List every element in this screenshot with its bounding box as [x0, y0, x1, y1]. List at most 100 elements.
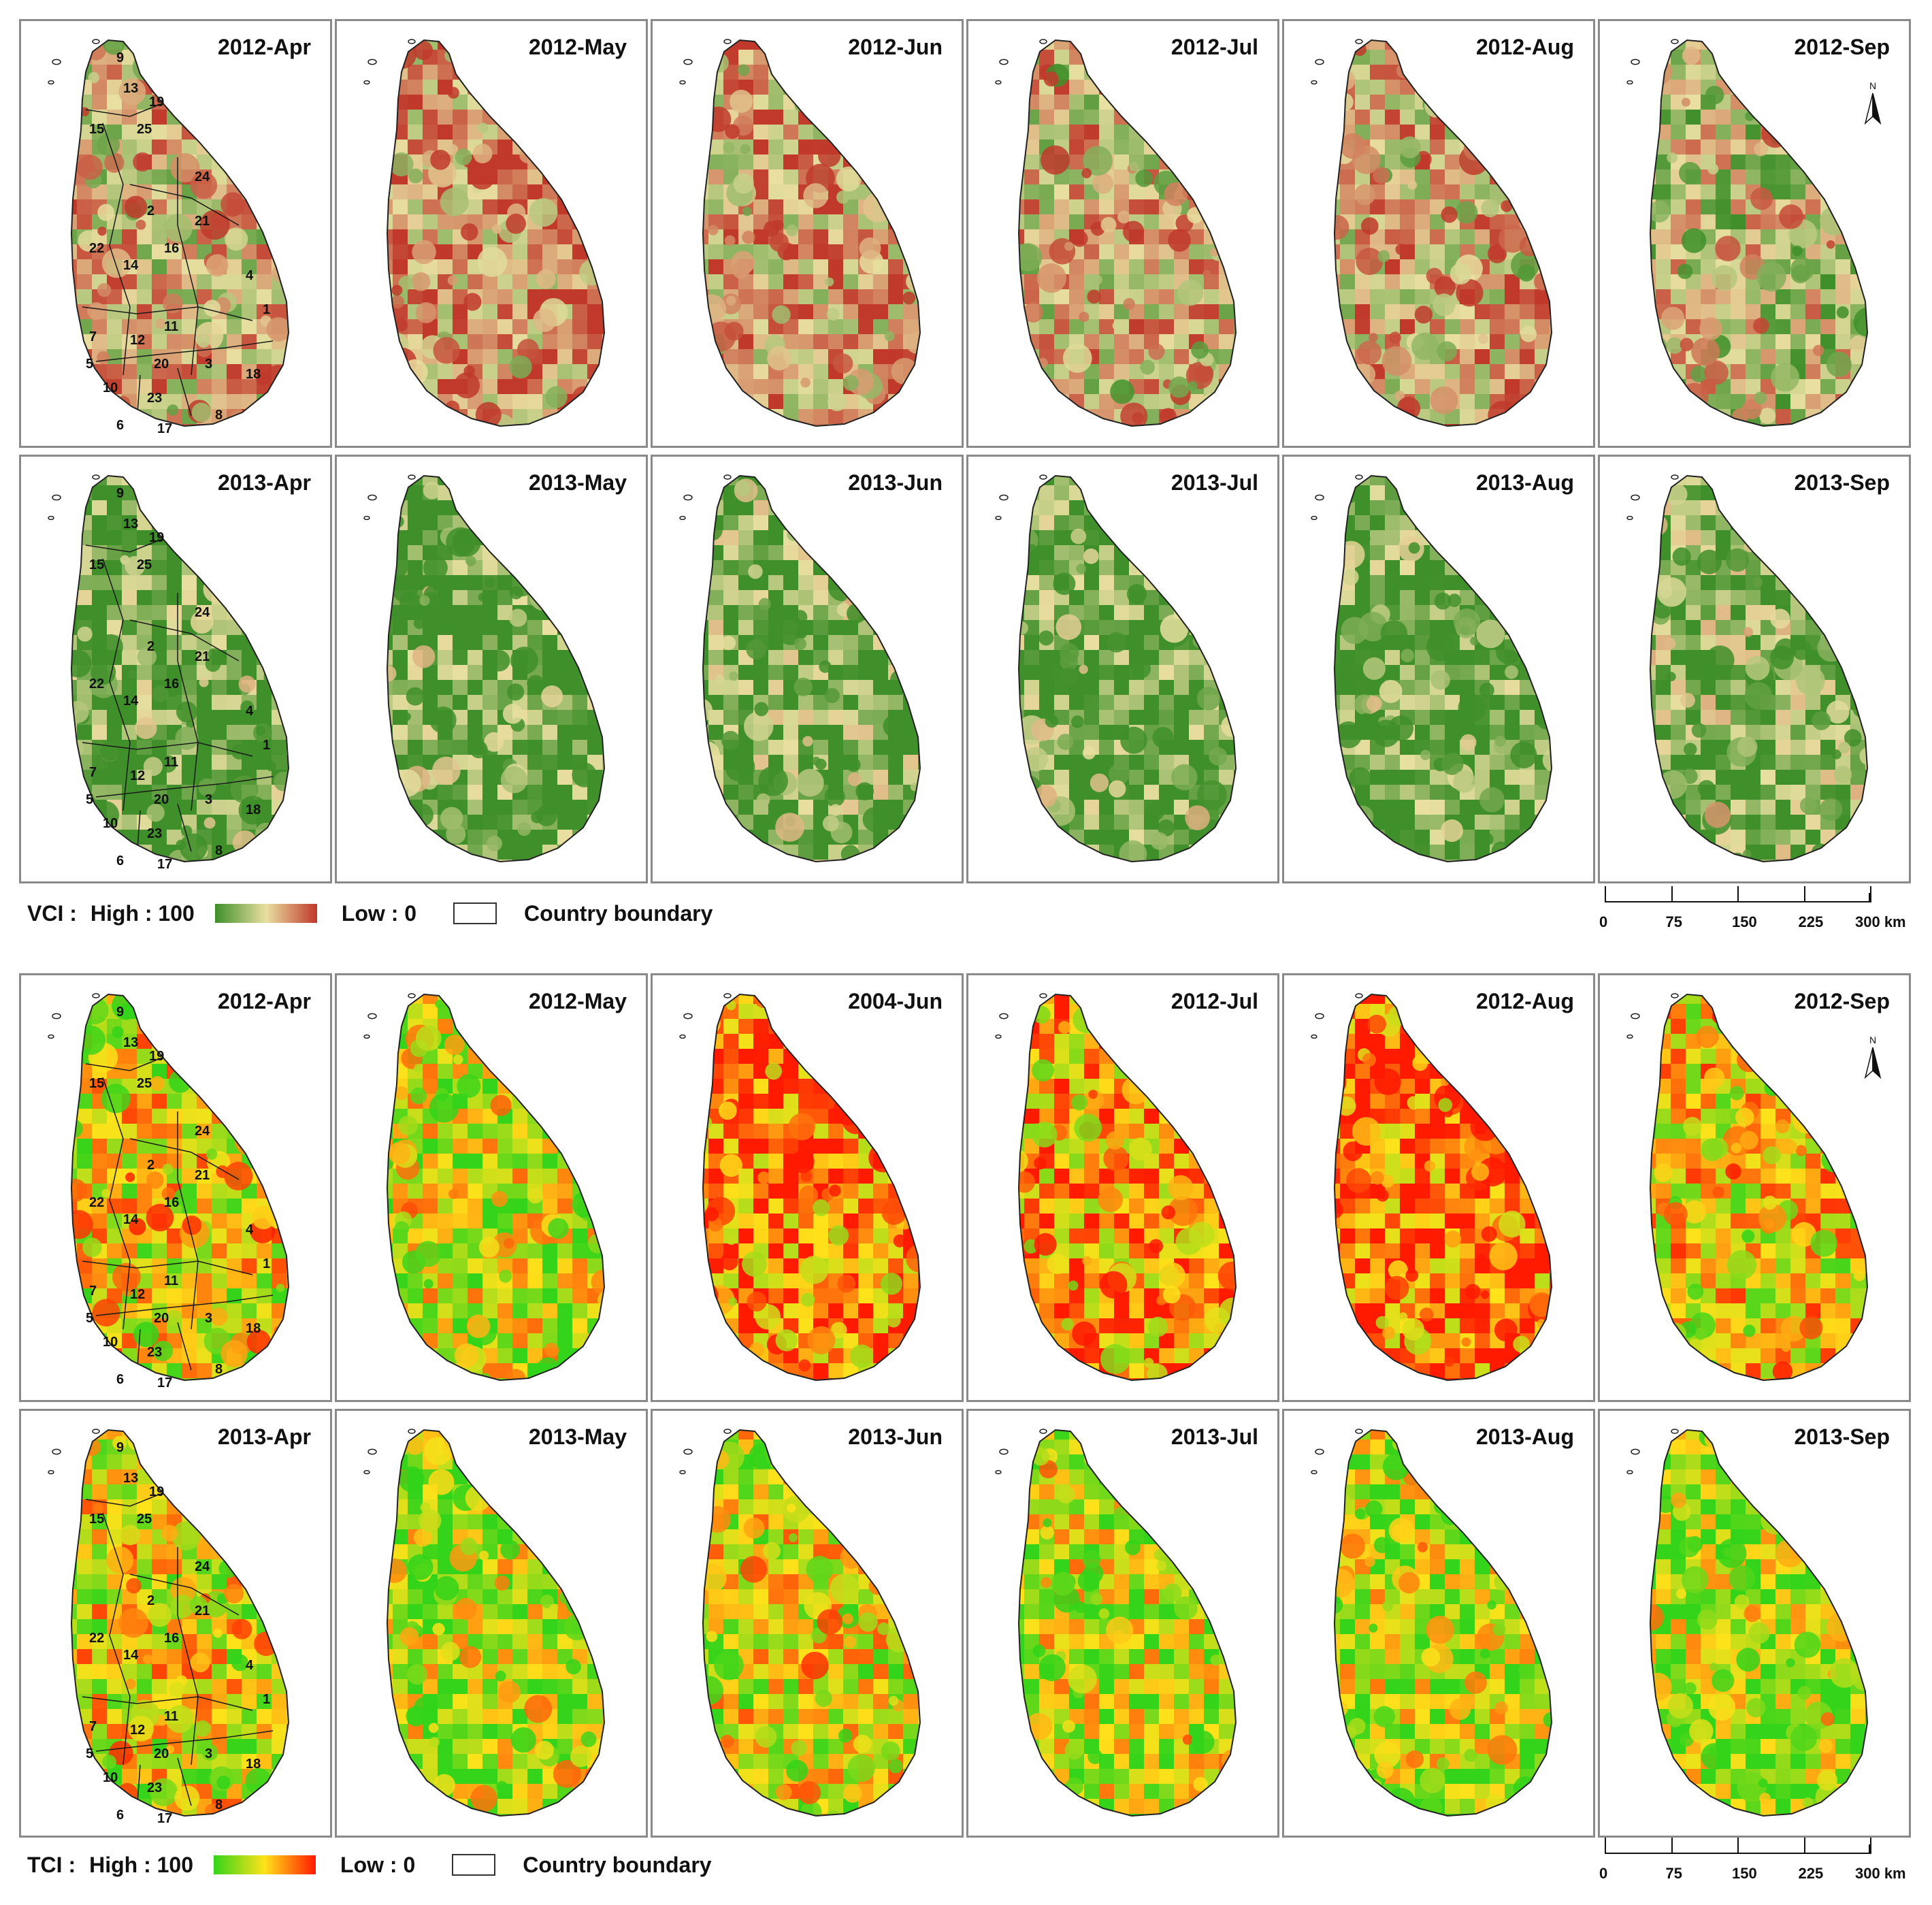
islet: [408, 39, 416, 44]
legend-high-label: High : 100: [90, 900, 195, 926]
district-label: 21: [195, 1603, 210, 1618]
legend-index-label: VCI :: [27, 900, 77, 926]
district-label: 11: [164, 755, 178, 770]
district-label: 14: [123, 258, 139, 273]
panel-date-label: 2013-Aug: [1475, 1424, 1574, 1449]
islet: [367, 1013, 377, 1020]
islet: [1039, 993, 1047, 998]
district-boundary: [82, 742, 253, 757]
district-boundary: [177, 593, 199, 811]
islet: [1315, 494, 1324, 501]
index-raster: [703, 994, 920, 1380]
islet: [363, 80, 370, 85]
district-label: 19: [149, 1484, 164, 1499]
north-arrow-icon: N: [1864, 1035, 1882, 1079]
district-label: 25: [137, 1076, 152, 1091]
islet: [995, 515, 1002, 521]
islet: [1039, 1429, 1047, 1434]
islet: [408, 474, 416, 480]
island-map: [995, 39, 1237, 427]
district-boundary: [102, 123, 131, 376]
district-label: 14: [123, 1648, 139, 1663]
panel-date-label: 2013-May: [528, 470, 627, 495]
district-label: 14: [123, 694, 139, 709]
district-label: 13: [123, 1035, 138, 1050]
district-label: 5: [86, 357, 93, 372]
index-raster: [71, 1430, 289, 1816]
index-raster: [1650, 994, 1867, 1380]
country-boundary: [70, 993, 290, 1382]
island-map: [679, 1429, 921, 1817]
panel-date-label: 2013-Apr: [218, 470, 311, 495]
panel-date-label: 2013-Jul: [1170, 1424, 1258, 1449]
scale-tick-label: 300 km: [1855, 913, 1906, 930]
scale-tick: [1671, 1838, 1673, 1854]
legend-boundary-label: Country boundary: [523, 1852, 712, 1877]
scale-tick-label: 0: [1599, 913, 1608, 930]
islet: [999, 1448, 1009, 1455]
panel-date-label: 2012-Apr: [218, 35, 311, 59]
island-map: [1626, 39, 1869, 427]
district-boundary: [85, 1492, 165, 1507]
country-boundary: [70, 39, 290, 427]
district-label: 1: [263, 1256, 270, 1271]
district-label: 20: [154, 792, 169, 807]
scale-tick: [1803, 886, 1805, 902]
vci-panel-2013-aug: 2013-Aug: [1282, 455, 1595, 883]
country-boundary: [1649, 39, 1869, 427]
district-boundary: [82, 1696, 253, 1711]
district-boundary: [177, 803, 192, 852]
district-label: 10: [103, 380, 118, 395]
panel-date-label: 2012-Jun: [848, 35, 943, 59]
district-label: 2: [147, 639, 154, 654]
scale-tick-label: 75: [1665, 913, 1682, 930]
district-label: 11: [164, 319, 178, 334]
country-boundary: [1017, 39, 1237, 427]
islet: [1671, 993, 1679, 998]
tci-panel-2013-sep: 2013-Sep: [1598, 1409, 1911, 1838]
district-label: 2: [147, 1158, 154, 1173]
vci-panel-2013-sep: 2013-Sep: [1598, 455, 1911, 883]
country-boundary: [386, 993, 606, 1382]
district-boundary: [95, 1730, 274, 1752]
islet: [999, 494, 1009, 501]
islet: [679, 515, 686, 521]
index-raster: [703, 1430, 920, 1816]
vci-scale-bar: 0 75 150 225 300 km: [1598, 886, 1911, 934]
scale-tick: [1605, 1838, 1606, 1854]
tci-panel-2004-jun: 2004-Jun: [651, 973, 964, 1402]
country-boundary: [702, 1429, 921, 1817]
district-label: 10: [103, 1770, 118, 1785]
tci-panel-2013-jul: 2013-Jul: [966, 1409, 1279, 1838]
islet: [995, 1034, 1002, 1039]
scale-tick-label: 225: [1798, 913, 1824, 930]
islet: [679, 1034, 686, 1039]
district-label: 4: [246, 704, 254, 719]
district-label: 10: [103, 1335, 118, 1350]
islet: [995, 80, 1002, 85]
district-label: 4: [246, 1658, 254, 1673]
country-boundary: [1017, 993, 1237, 1382]
vci-panel-2012-sep: 2012-Sep N: [1598, 19, 1911, 448]
district-label: 2: [147, 203, 154, 218]
scale-tick: [1803, 1838, 1805, 1854]
islet: [367, 1448, 377, 1455]
islet: [1315, 1013, 1324, 1020]
district-label: 24: [195, 605, 210, 620]
island-map: [363, 1429, 606, 1817]
district-boundary: [82, 306, 253, 321]
district-label: 10: [103, 816, 118, 831]
islet: [1626, 1469, 1633, 1475]
district-boundary: [129, 184, 240, 226]
district-label: 15: [89, 1512, 104, 1527]
district-boundary: [102, 558, 131, 811]
country-boundary: [702, 39, 921, 427]
islet: [1311, 1034, 1317, 1039]
panel-date-label: 2013-Jul: [1170, 470, 1258, 495]
district-label: 6: [116, 853, 124, 868]
district-label: 19: [149, 530, 164, 545]
panel-date-label: 2012-Apr: [218, 989, 311, 1013]
panel-date-label: 2012-May: [528, 35, 627, 59]
legend-boundary-swatch: [452, 1854, 496, 1876]
tci-panel-2013-may: 2013-May: [335, 1409, 648, 1838]
